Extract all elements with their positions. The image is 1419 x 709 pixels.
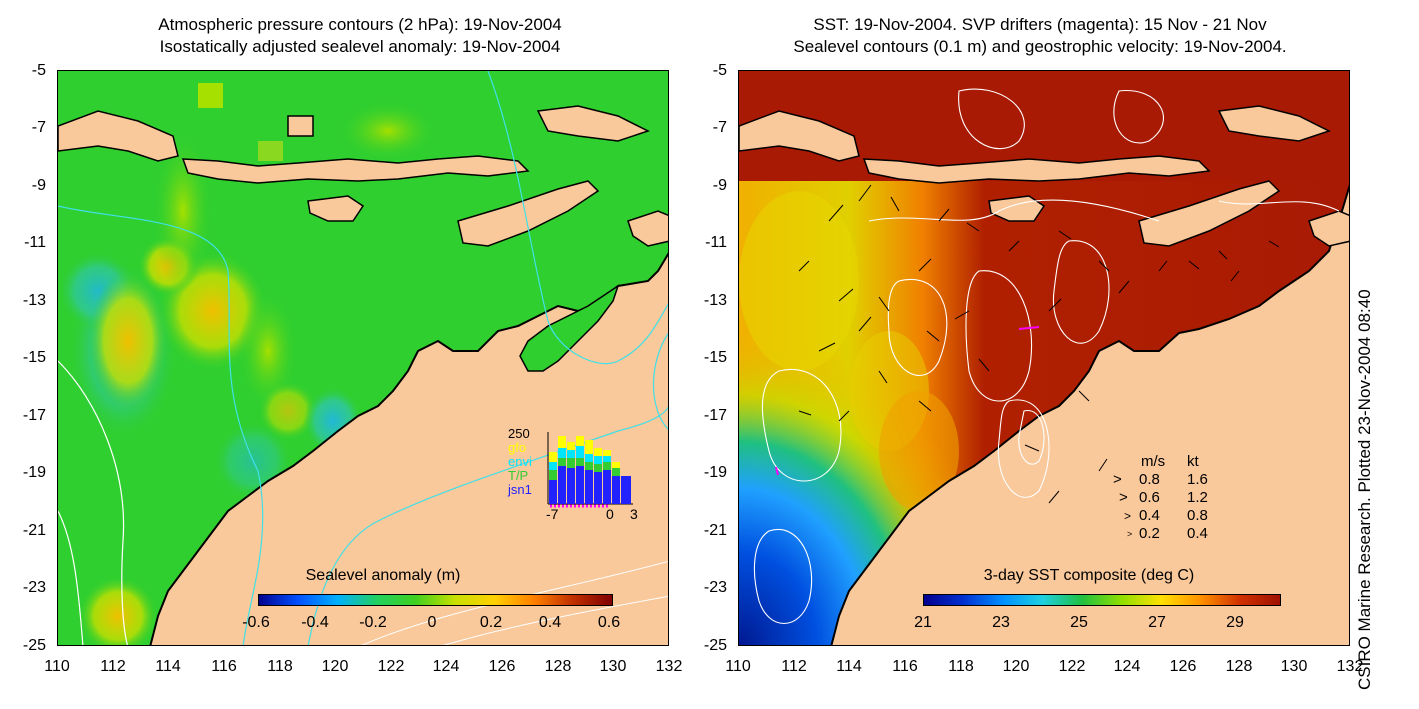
- histogram-ymax: 250: [508, 426, 530, 441]
- x-tick-label: 112: [781, 658, 807, 675]
- x-tick-label: 122: [377, 658, 405, 675]
- velocity-arrow-icon: >: [1113, 471, 1122, 488]
- left-title-line2: Isostatically adjusted sealevel anomaly:…: [159, 37, 561, 56]
- x-tick-label: 118: [267, 658, 293, 675]
- velocity-kt: 0.4: [1187, 525, 1208, 542]
- left-title-line1: Atmospheric pressure contours (2 hPa): 1…: [158, 15, 562, 34]
- y-tick-label: -19: [22, 464, 46, 481]
- histogram-xtick: 0: [606, 506, 614, 522]
- x-tick-label: 120: [321, 658, 349, 675]
- sealevel-colorbar-label: -0.6: [242, 614, 270, 631]
- sst-colorbar-title: 3-day SST composite (deg C): [983, 567, 1195, 584]
- sealevel-colorbar-label: 0: [427, 614, 437, 631]
- velocity-arrow-icon: >: [1124, 509, 1132, 523]
- x-tick-label: 114: [836, 658, 862, 675]
- sealevel-colorbar: [258, 594, 613, 606]
- sealevel-map-graphic: [58, 71, 668, 645]
- x-tick-label: 128: [544, 658, 572, 675]
- y-tick-label: -13: [22, 292, 46, 309]
- x-tick-label: 114: [155, 658, 181, 675]
- y-tick-label: -23: [22, 579, 46, 596]
- legend-envi: envi: [508, 454, 532, 469]
- y-tick-label: -5: [31, 62, 46, 79]
- x-tick-label: 132: [655, 658, 683, 675]
- x-tick-label: 130: [599, 658, 627, 675]
- right-map-title: SST: 19-Nov-2004. SVP drifters (magenta)…: [720, 14, 1360, 58]
- sealevel-colorbar-label: -0.4: [301, 614, 329, 631]
- sst-colorbar: [923, 594, 1281, 606]
- y-tick-label: -9: [31, 177, 46, 194]
- x-tick-label: 110: [44, 658, 70, 675]
- velocity-ms: 0.2: [1139, 525, 1160, 542]
- velocity-arrow-icon: >: [1119, 489, 1128, 506]
- histogram-xtick: -7: [546, 506, 559, 522]
- velocity-ms: 0.6: [1139, 489, 1160, 506]
- x-tick-label: 130: [1280, 658, 1308, 675]
- x-tick-label: 118: [948, 658, 974, 675]
- x-tick-label: 128: [1225, 658, 1253, 675]
- y-tick-label: -7: [712, 119, 727, 136]
- sst-colorbar-label: 27: [1148, 614, 1166, 631]
- x-tick-label: 124: [1113, 658, 1141, 675]
- y-tick-label: -23: [703, 579, 727, 596]
- y-tick-label: -9: [712, 177, 727, 194]
- right-title-line2: Sealevel contours (0.1 m) and geostrophi…: [793, 37, 1287, 56]
- y-tick-label: -7: [31, 119, 46, 136]
- plot-credit-note: CSIRO Marine Research. Plotted 23-Nov-20…: [1355, 289, 1374, 690]
- satellite-histogram: 250 gfo envi T/P jsn1 -7 0 3: [478, 426, 653, 526]
- x-tick-label: 120: [1002, 658, 1030, 675]
- velocity-header-kt: kt: [1187, 453, 1199, 470]
- left-map-title: Atmospheric pressure contours (2 hPa): 1…: [50, 14, 670, 58]
- x-tick-label: 116: [892, 658, 918, 675]
- sealevel-colorbar-title: Sealevel anomaly (m): [305, 567, 461, 584]
- velocity-kt: 1.2: [1187, 489, 1208, 506]
- y-tick-label: -11: [705, 234, 727, 251]
- sst-colorbar-label: 21: [914, 614, 932, 631]
- sealevel-colorbar-label: 0.6: [597, 614, 621, 631]
- y-tick-label: -15: [22, 349, 46, 366]
- sst-colorbar-label: 29: [1226, 614, 1244, 631]
- velocity-arrow-icon: >: [1127, 529, 1133, 539]
- x-tick-label: 124: [432, 658, 460, 675]
- x-tick-label: 112: [100, 658, 126, 675]
- x-tick-label: 110: [725, 658, 751, 675]
- sealevel-colorbar-label: 0.2: [479, 614, 503, 631]
- velocity-legend-header: m/s: [1141, 453, 1165, 471]
- y-tick-label: -11: [24, 234, 46, 251]
- histogram-xtick: 3: [630, 506, 638, 522]
- velocity-ms: 0.8: [1139, 471, 1160, 488]
- x-tick-label: 122: [1058, 658, 1086, 675]
- sst-colorbar-label: 25: [1070, 614, 1088, 631]
- y-tick-label: -19: [703, 464, 727, 481]
- velocity-kt: 1.6: [1187, 471, 1208, 488]
- right-title-line1: SST: 19-Nov-2004. SVP drifters (magenta)…: [813, 15, 1267, 34]
- velocity-legend-header-kt: kt: [1187, 453, 1199, 471]
- velocity-header-ms: m/s: [1141, 453, 1166, 470]
- y-tick-label: -13: [703, 292, 727, 309]
- legend-jsn1: jsn1: [508, 482, 532, 497]
- x-tick-label: 126: [488, 658, 516, 675]
- y-tick-label: -25: [703, 637, 727, 654]
- sealevel-colorbar-label: 0.4: [538, 614, 562, 631]
- y-tick-label: -25: [22, 637, 46, 654]
- velocity-kt: 0.8: [1187, 507, 1208, 524]
- histogram-bars: [547, 432, 633, 508]
- y-tick-label: -17: [703, 407, 727, 424]
- x-tick-label: 132: [1336, 658, 1364, 675]
- x-tick-label: 126: [1169, 658, 1197, 675]
- sealevel-colorbar-label: -0.2: [359, 614, 387, 631]
- sealevel-anomaly-map: 250 gfo envi T/P jsn1 -7 0 3: [57, 70, 669, 646]
- y-tick-label: -21: [703, 522, 727, 539]
- sst-map-graphic: [739, 71, 1349, 645]
- sst-map: m/s kt > 0.8 1.6 > 0.6 1.2 > 0.4 0.8 > 0…: [738, 70, 1350, 646]
- legend-tp: T/P: [508, 468, 529, 483]
- y-tick-label: -17: [22, 407, 46, 424]
- x-tick-label: 116: [211, 658, 237, 675]
- y-tick-label: -15: [703, 349, 727, 366]
- y-tick-label: -5: [712, 62, 727, 79]
- velocity-ms: 0.4: [1139, 507, 1160, 524]
- legend-gfo: gfo: [508, 440, 527, 455]
- sst-colorbar-label: 23: [992, 614, 1010, 631]
- y-tick-label: -21: [22, 522, 46, 539]
